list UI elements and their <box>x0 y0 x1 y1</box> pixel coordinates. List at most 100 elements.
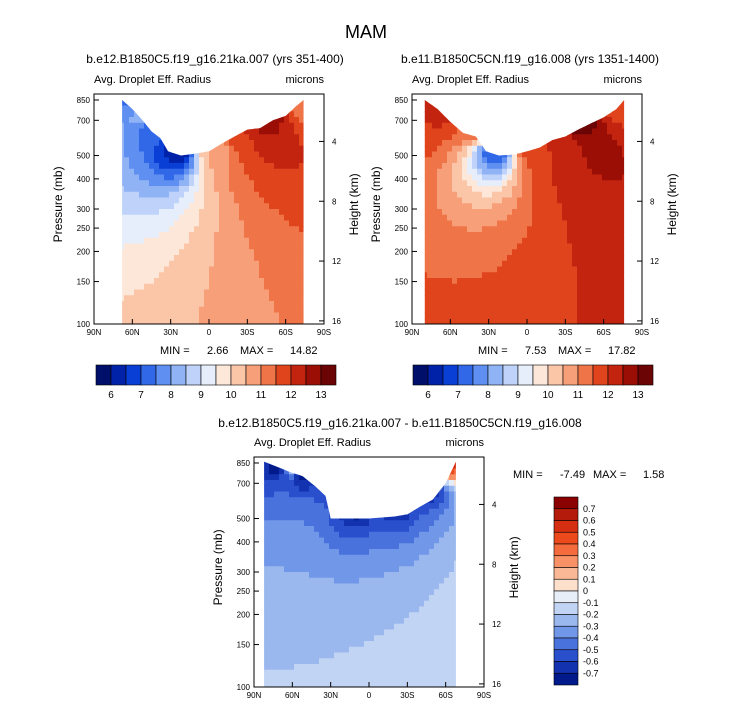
heatmap-cell <box>154 180 160 186</box>
heatmap-cell <box>562 301 568 307</box>
heatmap-cell <box>384 607 390 613</box>
heatmap-cell <box>294 157 300 163</box>
heatmap-cell <box>527 301 533 307</box>
heatmap-cell <box>502 215 508 221</box>
heatmap-cell <box>497 307 503 313</box>
heatmap-cell <box>99 94 105 100</box>
heatmap-cell <box>219 180 225 186</box>
heatmap-cell <box>284 538 290 544</box>
heatmap-cell <box>254 106 260 112</box>
heatmap-cell <box>154 163 160 169</box>
heatmap-cell <box>129 146 135 152</box>
heatmap-cell <box>477 117 483 123</box>
heatmap-cell <box>557 226 563 232</box>
heatmap-cell <box>259 284 265 290</box>
heatmap-cell <box>552 169 558 175</box>
heatmap-cell <box>234 117 240 123</box>
heatmap-cell <box>149 117 155 123</box>
heatmap-cell <box>492 140 498 146</box>
heatmap-cell <box>179 186 185 192</box>
heatmap-cell <box>284 117 290 123</box>
heatmap-cell <box>507 295 513 301</box>
heatmap-cell <box>384 635 390 641</box>
heatmap-cell <box>522 146 528 152</box>
heatmap-cell <box>399 549 405 555</box>
heatmap-cell <box>497 313 503 319</box>
heatmap-cell <box>627 221 633 227</box>
heatmap-cell <box>432 255 438 261</box>
heatmap-cell <box>324 647 330 653</box>
heatmap-cell <box>592 186 598 192</box>
heatmap-cell <box>517 175 523 181</box>
heatmap-cell <box>304 129 310 135</box>
heatmap-cell <box>567 215 573 221</box>
heatmap-cell <box>369 624 375 630</box>
heatmap-cell <box>174 123 180 129</box>
heatmap-cell <box>399 601 405 607</box>
heatmap-cell <box>214 301 220 307</box>
heatmap-cell <box>304 209 310 215</box>
heatmap-cell <box>219 134 225 140</box>
heatmap-cell <box>309 555 315 561</box>
heatmap-cell <box>294 612 300 618</box>
heatmap-cell <box>274 555 280 561</box>
units-label: microns <box>445 437 484 449</box>
heatmap-cell <box>512 249 518 255</box>
heatmap-cell <box>329 543 335 549</box>
heatmap-cell <box>129 226 135 232</box>
heatmap-cell <box>299 117 305 123</box>
heatmap-cell <box>254 244 260 250</box>
heatmap-cell <box>384 670 390 676</box>
heatmap-cell <box>592 117 598 123</box>
heatmap-cell <box>617 134 623 140</box>
heatmap-cell <box>577 203 583 209</box>
heatmap-cell <box>114 261 120 267</box>
heatmap-cell <box>104 186 110 192</box>
heatmap-cell <box>209 140 215 146</box>
heatmap-cell <box>632 192 638 198</box>
heatmap-cell <box>487 157 493 163</box>
heatmap-cell <box>264 492 270 498</box>
heatmap-cell <box>284 653 290 659</box>
heatmap-cell <box>174 255 180 261</box>
heatmap-cell <box>284 526 290 532</box>
heatmap-cell <box>189 244 195 250</box>
heatmap-cell <box>239 221 245 227</box>
heatmap-cell <box>324 601 330 607</box>
heatmap-cell <box>577 134 583 140</box>
heatmap-cell <box>219 123 225 129</box>
heatmap-cell <box>209 284 215 290</box>
heatmap-cell <box>244 157 250 163</box>
heatmap-cell <box>279 94 285 100</box>
heatmap-cell <box>309 497 315 503</box>
heatmap-cell <box>612 146 618 152</box>
heatmap-cell <box>269 244 275 250</box>
heatmap-cell <box>612 226 618 232</box>
heatmap-cell <box>219 203 225 209</box>
heatmap-cell <box>537 169 543 175</box>
heatmap-cell <box>492 238 498 244</box>
heatmap-cell <box>304 555 310 561</box>
heatmap-cell <box>294 509 300 515</box>
heatmap-cell <box>199 94 205 100</box>
heatmap-cell <box>169 295 175 301</box>
heatmap-cell <box>334 607 340 613</box>
heatmap-cell <box>457 295 463 301</box>
heatmap-cell <box>334 624 340 630</box>
heatmap-cell <box>119 221 125 227</box>
heatmap-cell <box>164 215 170 221</box>
heatmap-cell <box>537 226 543 232</box>
heatmap-cell <box>264 284 270 290</box>
heatmap-cell <box>199 134 205 140</box>
heatmap-cell <box>492 221 498 227</box>
heatmap-cell <box>432 290 438 296</box>
heatmap-cell <box>369 601 375 607</box>
heatmap-cell <box>229 301 235 307</box>
heatmap-cell <box>562 134 568 140</box>
heatmap-cell <box>532 106 538 112</box>
heatmap-cell <box>369 589 375 595</box>
heatmap-cell <box>224 290 230 296</box>
heatmap-cell <box>99 238 105 244</box>
heatmap-cell <box>184 295 190 301</box>
heatmap-cell <box>214 267 220 273</box>
